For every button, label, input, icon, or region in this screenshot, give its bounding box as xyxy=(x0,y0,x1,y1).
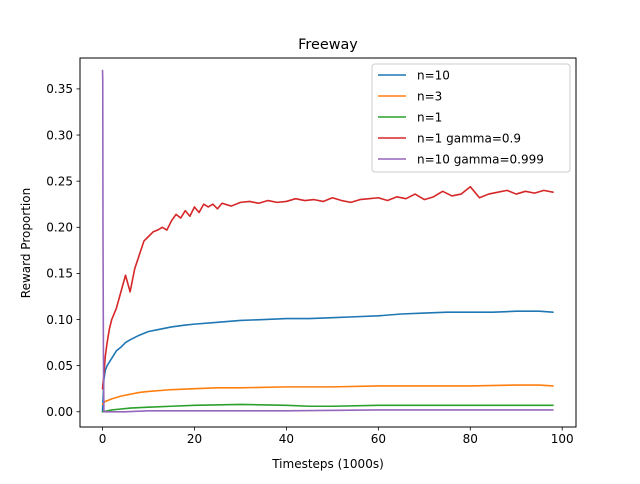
y-tick-label: 0.15 xyxy=(46,267,73,281)
y-tick-label: 0.10 xyxy=(46,313,73,327)
legend-box xyxy=(371,63,571,173)
series-line-3 xyxy=(101,403,554,413)
y-tick-label: 0.30 xyxy=(46,128,73,142)
y-tick-label: 0.35 xyxy=(46,82,73,96)
series-line-4 xyxy=(101,185,554,390)
x-tick-label: 80 xyxy=(463,432,478,446)
x-axis-label: Timesteps (1000s) xyxy=(271,457,384,471)
x-tick-label: 60 xyxy=(371,432,386,446)
legend: n=10 n=3 n=1 n=1 gamma=0.9 n=10 gamma=0.999 xyxy=(371,63,571,173)
plot-frame xyxy=(79,57,577,428)
x-axis: 0 20 40 60 80 100 xyxy=(99,427,574,446)
y-tick-label: 0.20 xyxy=(46,221,73,235)
y-tick-label: 0.25 xyxy=(46,174,73,188)
y-tick-label: 0.05 xyxy=(46,359,73,373)
y-axis-label: Reward Proportion xyxy=(19,188,33,298)
y-tick-label: 0.00 xyxy=(46,405,73,419)
x-tick-label: 40 xyxy=(279,432,294,446)
series-line-2 xyxy=(101,384,554,406)
legend-label: n=1 gamma=0.9 xyxy=(417,131,521,145)
series-line-1 xyxy=(101,310,554,413)
series-line-5 xyxy=(101,69,554,413)
legend-label: n=10 gamma=0.999 xyxy=(417,152,544,166)
series-layer xyxy=(101,69,554,413)
legend-label: n=10 xyxy=(417,68,450,82)
legend-label: n=3 xyxy=(417,89,442,103)
chart-title: Freeway xyxy=(298,37,358,53)
x-tick-label: 20 xyxy=(187,432,202,446)
plot-area xyxy=(79,57,577,428)
legend-label: n=1 xyxy=(417,110,442,124)
y-axis: 0.00 0.05 0.10 0.15 0.20 0.25 0.30 0.35 xyxy=(46,82,80,419)
x-tick-label: 100 xyxy=(551,432,574,446)
x-tick-label: 0 xyxy=(99,432,107,446)
